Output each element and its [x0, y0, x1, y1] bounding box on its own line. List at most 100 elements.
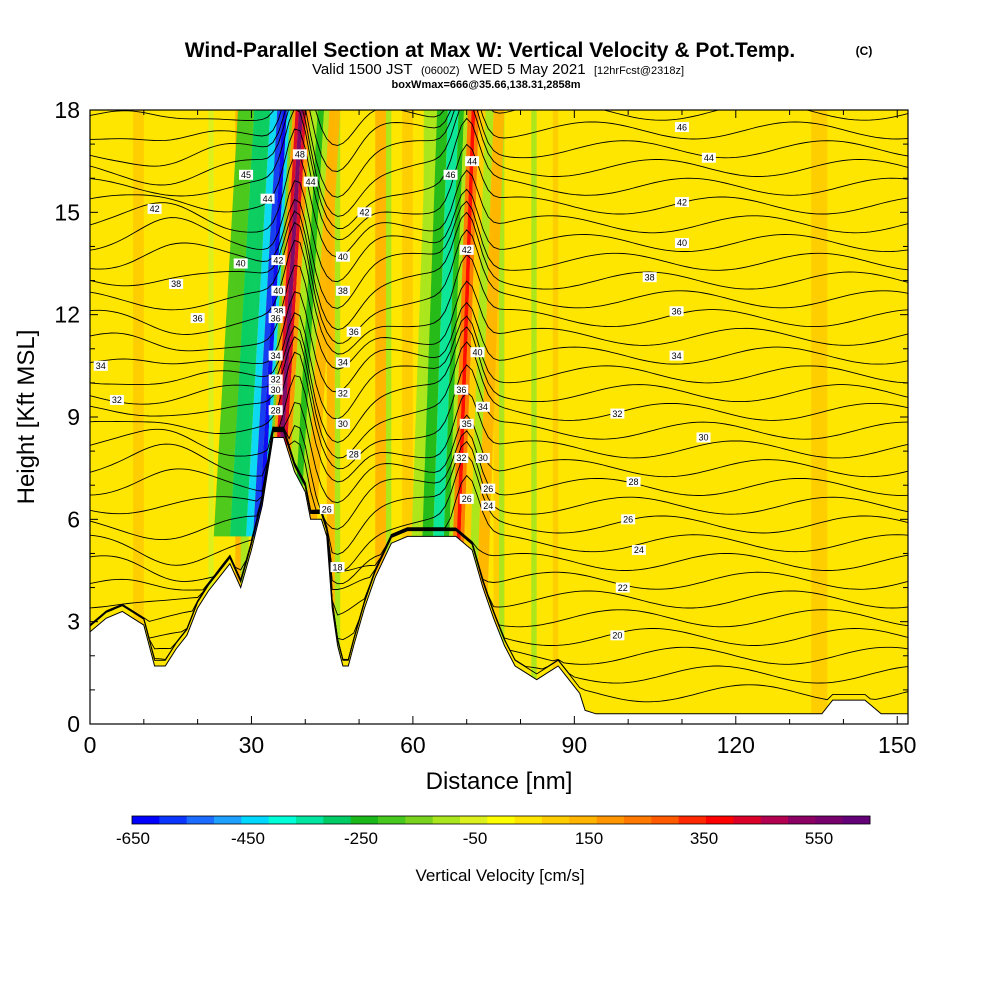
valid-time: Valid 1500 JST — [312, 61, 413, 78]
theta-contour — [90, 110, 908, 146]
contour-label-background — [109, 394, 124, 405]
contour-label-background — [631, 545, 646, 556]
contour-label-background — [475, 452, 490, 463]
velocity-band — [208, 110, 214, 724]
forecast-info: [12hrFcst@2318z] — [594, 65, 684, 77]
colorbar-tick-label: -250 — [344, 829, 378, 848]
contour-label: 24 — [634, 545, 644, 555]
contour-label-background — [268, 313, 283, 324]
colorbar-swatch — [378, 816, 406, 824]
contour-label-background — [93, 360, 108, 371]
colorbar-swatch — [788, 816, 816, 824]
contour-label: 26 — [462, 494, 472, 504]
contour-label: 40 — [472, 347, 482, 357]
theta-contour — [90, 239, 908, 355]
y-tick-label: 0 — [67, 711, 80, 737]
colorbar-swatch — [268, 816, 297, 824]
colorbar-swatch — [514, 816, 543, 824]
contour-label-background — [357, 207, 372, 218]
contour-label: 34 — [338, 358, 348, 368]
contour-label: 32 — [112, 395, 122, 405]
contour-label-background — [190, 313, 205, 324]
x-axis-title: Distance [nm] — [426, 768, 573, 795]
contour-label-background — [674, 197, 689, 208]
colorbar-swatch — [733, 816, 762, 824]
colorbar-swatch — [706, 816, 734, 824]
contour-label: 44 — [704, 153, 714, 163]
contour-label: 36 — [456, 385, 466, 395]
chart-title: Wind-Parallel Section at Max W: Vertical… — [185, 39, 796, 62]
contour-label-background — [701, 152, 716, 163]
contour-label-background — [271, 285, 286, 296]
theta-contour — [90, 425, 908, 530]
contour-label: 42 — [150, 204, 160, 214]
theta-contour — [90, 154, 908, 258]
y-tick-label: 18 — [54, 97, 80, 123]
colorbar-swatch — [132, 816, 160, 824]
contour-label: 42 — [677, 197, 687, 207]
contour-label: 28 — [349, 450, 359, 460]
theta-contour — [90, 401, 908, 504]
velocity-band — [531, 110, 537, 724]
contour-label: 26 — [322, 504, 332, 514]
velocity-band — [474, 110, 505, 656]
y-tick-label: 12 — [54, 302, 80, 328]
contour-label-background — [260, 193, 275, 204]
colorbar-swatch — [815, 816, 844, 824]
contour-label-background — [674, 122, 689, 133]
velocity-band — [293, 110, 325, 537]
contour-label-background — [481, 500, 496, 511]
box-info: boxWmax=666@35.66,138.31,2858m — [392, 79, 581, 91]
theta-contour — [90, 198, 908, 309]
contour-label: 46 — [677, 122, 687, 132]
velocity-band — [407, 110, 438, 656]
contour-label-background — [330, 562, 345, 573]
contour-label-background — [346, 326, 361, 337]
contour-label-background — [335, 418, 350, 429]
contour-label: 32 — [612, 409, 622, 419]
contour-label-background — [459, 244, 474, 255]
velocity-band — [278, 110, 307, 537]
contour-label-background — [346, 449, 361, 460]
theta-contour — [90, 291, 908, 393]
theta-contour — [90, 221, 908, 344]
colorbar-tick-label: -650 — [116, 829, 150, 848]
contour-label-background — [239, 169, 254, 180]
contour-label-background — [459, 493, 474, 504]
x-tick-label: 0 — [84, 732, 97, 758]
contour-label-background — [303, 176, 318, 187]
contour-label: 34 — [672, 351, 682, 361]
colorbar-swatch — [432, 816, 461, 824]
y-axis-title: Height [Kft MSL] — [13, 330, 40, 505]
contour-label-background — [443, 169, 458, 180]
contour-label-background — [292, 149, 307, 160]
contour-label-background — [610, 630, 625, 641]
contour-label: 30 — [338, 419, 348, 429]
theta-contour — [90, 110, 908, 217]
contour-label-background — [335, 285, 350, 296]
theta-contour — [90, 264, 908, 370]
contour-label-background — [669, 306, 684, 317]
colorbar-swatch — [350, 816, 379, 824]
contour-label: 24 — [483, 501, 493, 511]
colorbar-swatch — [596, 816, 625, 824]
valid-date: WED 5 May 2021 — [468, 61, 586, 78]
colorbar-swatch — [159, 816, 188, 824]
velocity-band — [133, 110, 144, 724]
chart-subtitle: Valid 1500 JST (0600Z) WED 5 May 2021 [1… — [312, 61, 684, 78]
contour-label-background — [615, 582, 630, 593]
theta-contour — [90, 312, 908, 420]
contour-label-background — [454, 452, 469, 463]
plot-area: 3432423836404544424038363432302848444240… — [90, 110, 908, 724]
velocity-band — [460, 110, 486, 656]
contour-label-background — [268, 350, 283, 361]
colorbar-title: Vertical Velocity [cm/s] — [415, 866, 584, 885]
y-tick-label: 6 — [67, 506, 80, 532]
contour-label-background — [147, 203, 162, 214]
contour-label-background — [470, 347, 485, 358]
theta-contour — [90, 110, 908, 198]
terrain — [90, 437, 908, 724]
contour-label-background — [335, 357, 350, 368]
